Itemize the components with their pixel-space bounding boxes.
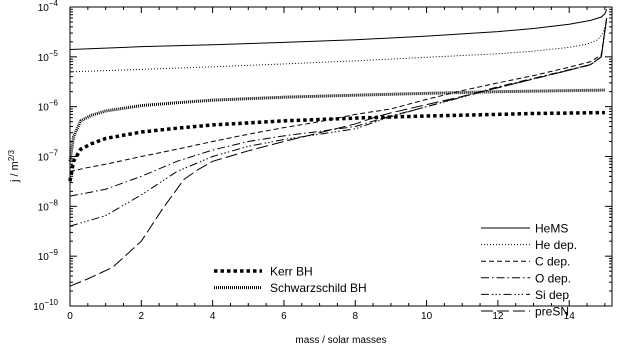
- series-line-o-dep: [69, 17, 608, 197]
- y-tick-label-exponent: −8: [49, 198, 59, 207]
- legend-label-c-dep: C dep.: [535, 255, 570, 269]
- legend-label-schwarzschild-bh: Schwarzschild BH: [270, 281, 367, 295]
- x-tick-label: 4: [210, 311, 216, 322]
- y-tick-label-exponent: −10: [44, 298, 58, 307]
- y-tick-label: 10−6: [38, 99, 59, 114]
- x-tick-label: 6: [281, 311, 287, 322]
- x-tick-label: 12: [492, 311, 504, 322]
- y-tick-label-exponent: −4: [49, 0, 59, 8]
- y-tick-label: 10−9: [38, 248, 59, 263]
- legend-bh: Kerr BH Schwarzschild BH: [214, 265, 367, 295]
- y-axis-label: j / m2/3: [7, 150, 21, 183]
- y-tick-label-base: 10: [38, 252, 50, 263]
- x-tick-label: 2: [139, 311, 145, 322]
- y-tick-label: 10−10: [33, 298, 58, 313]
- y-tick-label-exponent: −7: [49, 149, 59, 158]
- y-tick-label-exponent: −5: [49, 49, 59, 58]
- x-axis-label: mass / solar masses: [295, 335, 386, 346]
- y-tick-label-base: 10: [38, 153, 50, 164]
- plot-frame: [69, 6, 613, 307]
- legend-label-he-dep: He dep.: [535, 238, 577, 252]
- x-tick-label: 10: [421, 311, 433, 322]
- y-tick-label: 10−5: [38, 49, 59, 64]
- y-axis-label-exponent: 2/3: [7, 150, 16, 162]
- series-line-presn: [69, 17, 608, 287]
- y-tick-label-base: 10: [38, 103, 50, 114]
- y-tick-label: 10−8: [38, 198, 59, 213]
- y-tick-label: 10−7: [38, 149, 59, 164]
- y-tick-label-base: 10: [33, 302, 45, 313]
- y-tick-label: 10−4: [38, 0, 59, 14]
- legend-label-hems: HeMS: [535, 222, 568, 236]
- y-tick-label-base: 10: [38, 53, 50, 64]
- x-tick-label: 0: [67, 311, 73, 322]
- legend-label-presn: preSN: [535, 305, 569, 319]
- series-line-c-dep: [69, 17, 608, 172]
- y-tick-label-exponent: −9: [49, 248, 59, 257]
- legend-label-si-dep: Si dep: [535, 288, 569, 302]
- x-tick-label: 8: [352, 311, 358, 322]
- series-line-schwarzschild-bh: [68, 88, 605, 162]
- legend-label-kerr-bh: Kerr BH: [270, 265, 313, 279]
- y-tick-label-base: 10: [38, 202, 50, 213]
- series-line-kerr-bh: [68, 110, 605, 182]
- y-tick-label-exponent: −6: [49, 99, 59, 108]
- legend-label-o-dep: O dep.: [535, 271, 571, 285]
- y-axis-label-base: j / m: [9, 161, 21, 183]
- series-line-hems: [69, 9, 608, 51]
- y-tick-label-base: 10: [38, 3, 50, 14]
- legend: HeMS He dep. C dep. O dep. Si dep preSN: [481, 222, 577, 319]
- series-line-si-dep: [69, 17, 608, 227]
- series-lines: [68, 9, 608, 287]
- x-tick-label: 14: [564, 311, 576, 322]
